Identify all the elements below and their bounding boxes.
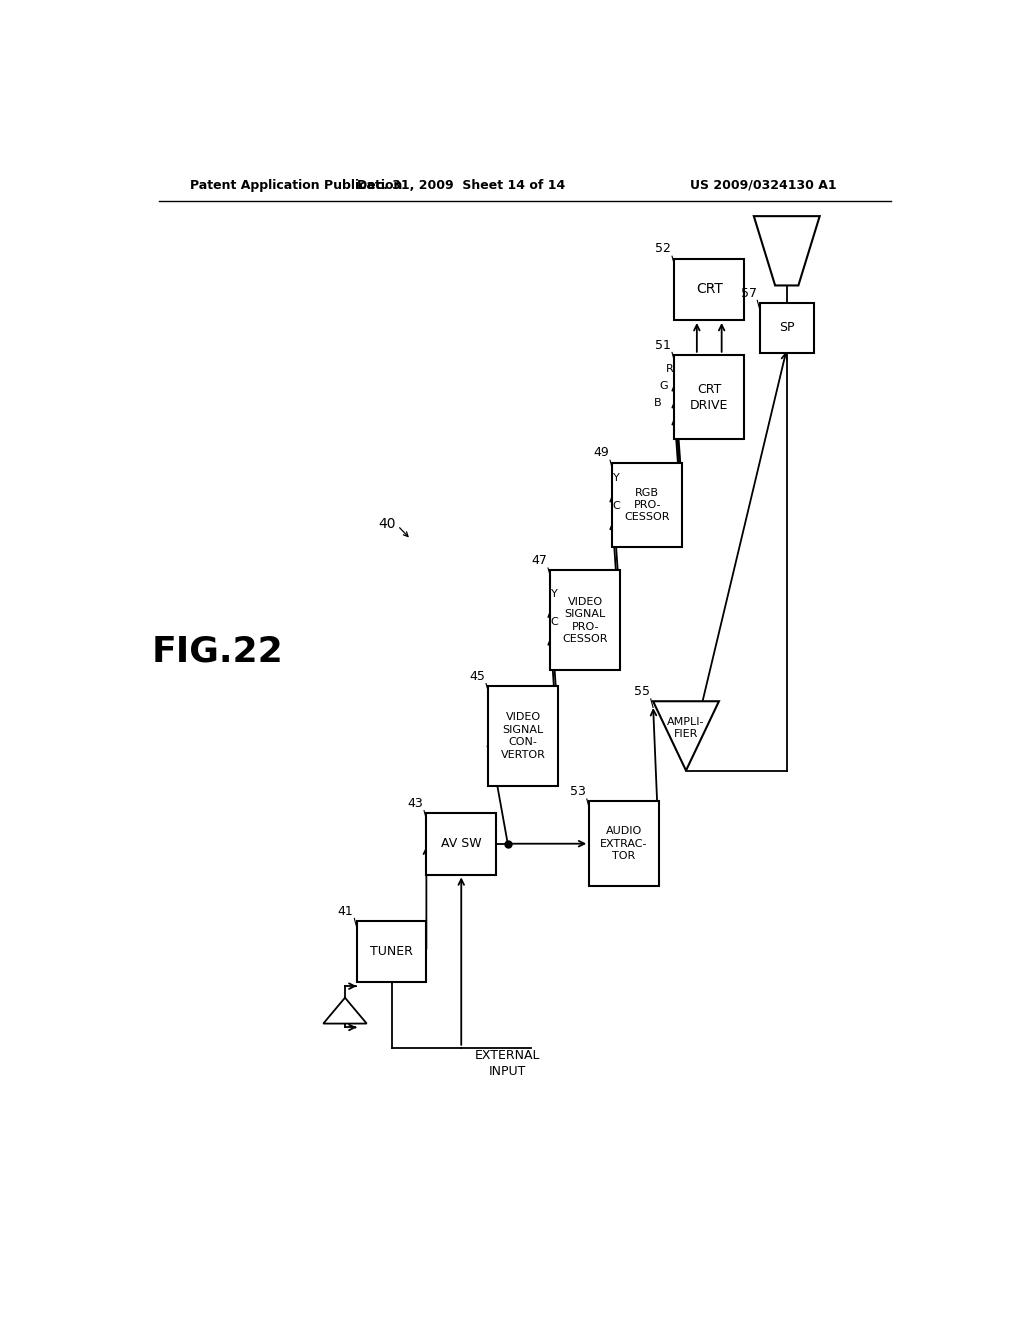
Text: 47: 47 [531,554,547,568]
Text: AV SW: AV SW [441,837,481,850]
Text: VIDEO
SIGNAL
CON-
VERTOR: VIDEO SIGNAL CON- VERTOR [501,713,546,759]
Text: Y: Y [613,474,620,483]
Text: 49: 49 [594,446,609,459]
Text: 53: 53 [570,785,586,799]
Bar [760,302,814,352]
Text: RGB
PRO-
CESSOR: RGB PRO- CESSOR [625,487,670,523]
Text: R: R [666,364,674,374]
Text: VIDEO
SIGNAL
PRO-
CESSOR: VIDEO SIGNAL PRO- CESSOR [562,597,608,644]
Text: US 2009/0324130 A1: US 2009/0324130 A1 [690,178,837,191]
Text: AUDIO
EXTRAC-
TOR: AUDIO EXTRAC- TOR [600,826,648,861]
Bar [426,813,496,875]
Bar [675,355,744,440]
Text: 43: 43 [408,797,423,810]
Text: EXTERNAL
INPUT: EXTERNAL INPUT [475,1048,541,1077]
Text: 55: 55 [634,685,650,698]
Text: 45: 45 [469,669,485,682]
Text: B: B [653,397,662,408]
Bar [356,921,426,982]
Text: 40: 40 [378,517,395,531]
Text: Dec. 31, 2009  Sheet 14 of 14: Dec. 31, 2009 Sheet 14 of 14 [357,178,565,191]
Bar [589,801,658,886]
Bar [612,462,682,548]
Text: TUNER: TUNER [370,945,413,958]
Bar [550,570,621,671]
Text: Y: Y [551,589,558,599]
Text: SP: SP [779,321,795,334]
Text: 41: 41 [338,904,353,917]
Text: FIG.22: FIG.22 [152,634,283,668]
Polygon shape [653,701,719,771]
Text: 57: 57 [740,286,757,300]
Text: 51: 51 [655,339,672,351]
Bar [488,686,558,785]
Text: CRT
DRIVE: CRT DRIVE [690,383,728,412]
Text: C: C [550,616,558,627]
Text: 52: 52 [655,243,672,256]
Bar [675,259,744,321]
Polygon shape [324,998,367,1023]
Text: G: G [659,381,668,391]
Text: C: C [612,502,621,511]
Text: AMPLI-
FIER: AMPLI- FIER [668,717,705,739]
Text: CRT: CRT [696,282,723,296]
Text: Patent Application Publication: Patent Application Publication [190,178,402,191]
Polygon shape [754,216,819,285]
